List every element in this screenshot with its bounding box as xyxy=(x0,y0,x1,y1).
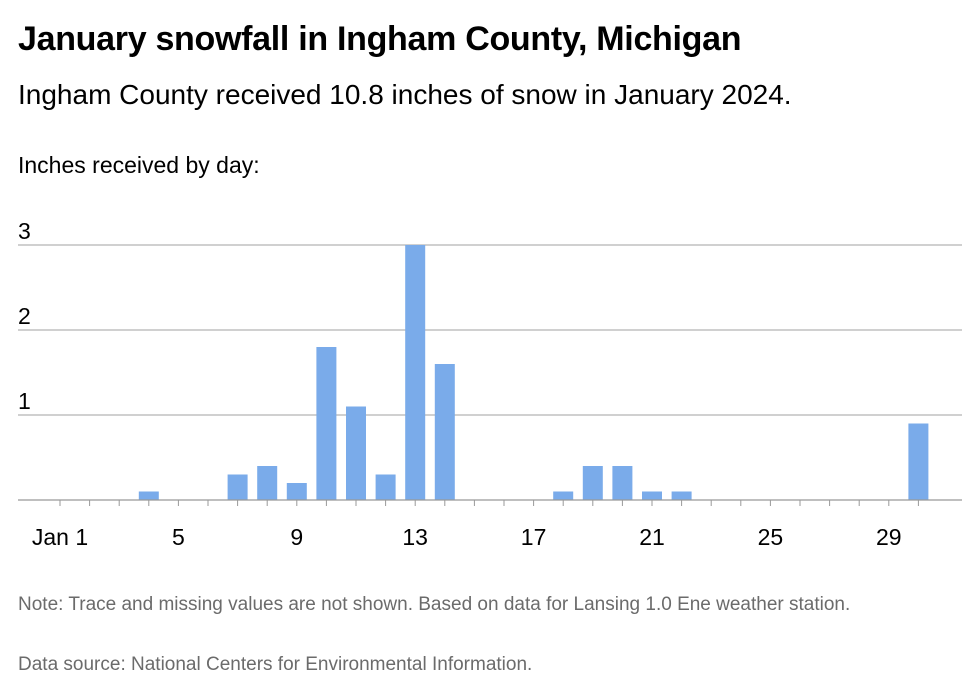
y-tick-label-2: 2 xyxy=(18,303,31,329)
chart-title: January snowfall in Ingham County, Michi… xyxy=(18,20,742,58)
x-tick-label-17: 17 xyxy=(521,524,547,550)
bar-day-14 xyxy=(434,364,455,500)
bar-day-12 xyxy=(375,474,396,500)
x-tick-label-5: 5 xyxy=(172,524,185,550)
x-tick-label-25: 25 xyxy=(758,524,784,550)
bar-day-8 xyxy=(257,466,278,500)
bar-day-30 xyxy=(908,423,929,500)
bar-day-21 xyxy=(642,491,662,500)
x-tick-label-1: Jan 1 xyxy=(32,524,88,550)
bar-day-9 xyxy=(286,483,307,500)
y-axis-caption: Inches received by day: xyxy=(18,152,260,178)
bars xyxy=(138,245,929,500)
footnote: Note: Trace and missing values are not s… xyxy=(18,594,851,615)
bar-day-10 xyxy=(316,347,337,500)
chart-subtitle: Ingham County received 10.8 inches of sn… xyxy=(18,79,792,110)
bar-day-13 xyxy=(405,245,426,500)
data-source: Data source: National Centers for Enviro… xyxy=(18,654,533,675)
bar-day-11 xyxy=(346,406,366,500)
x-tick-label-21: 21 xyxy=(639,524,665,550)
bar-day-18 xyxy=(553,491,574,500)
bar-day-19 xyxy=(582,466,603,500)
gridlines xyxy=(18,244,962,416)
bar-day-22 xyxy=(671,491,692,500)
x-tick-label-29: 29 xyxy=(876,524,902,550)
axes: 1 2 3 Jan 1 5 9 13 17 21 25 29 xyxy=(18,218,962,550)
bar-day-7 xyxy=(227,474,248,500)
x-tick-label-9: 9 xyxy=(290,524,303,550)
bar-day-4 xyxy=(138,491,159,500)
bar-day-20 xyxy=(612,466,633,500)
y-tick-label-1: 1 xyxy=(18,388,31,414)
x-tick-label-13: 13 xyxy=(402,524,428,550)
y-tick-label-3: 3 xyxy=(18,218,31,244)
snowfall-bar-chart: 1 2 3 Jan 1 5 9 13 17 21 25 29 xyxy=(18,218,962,550)
